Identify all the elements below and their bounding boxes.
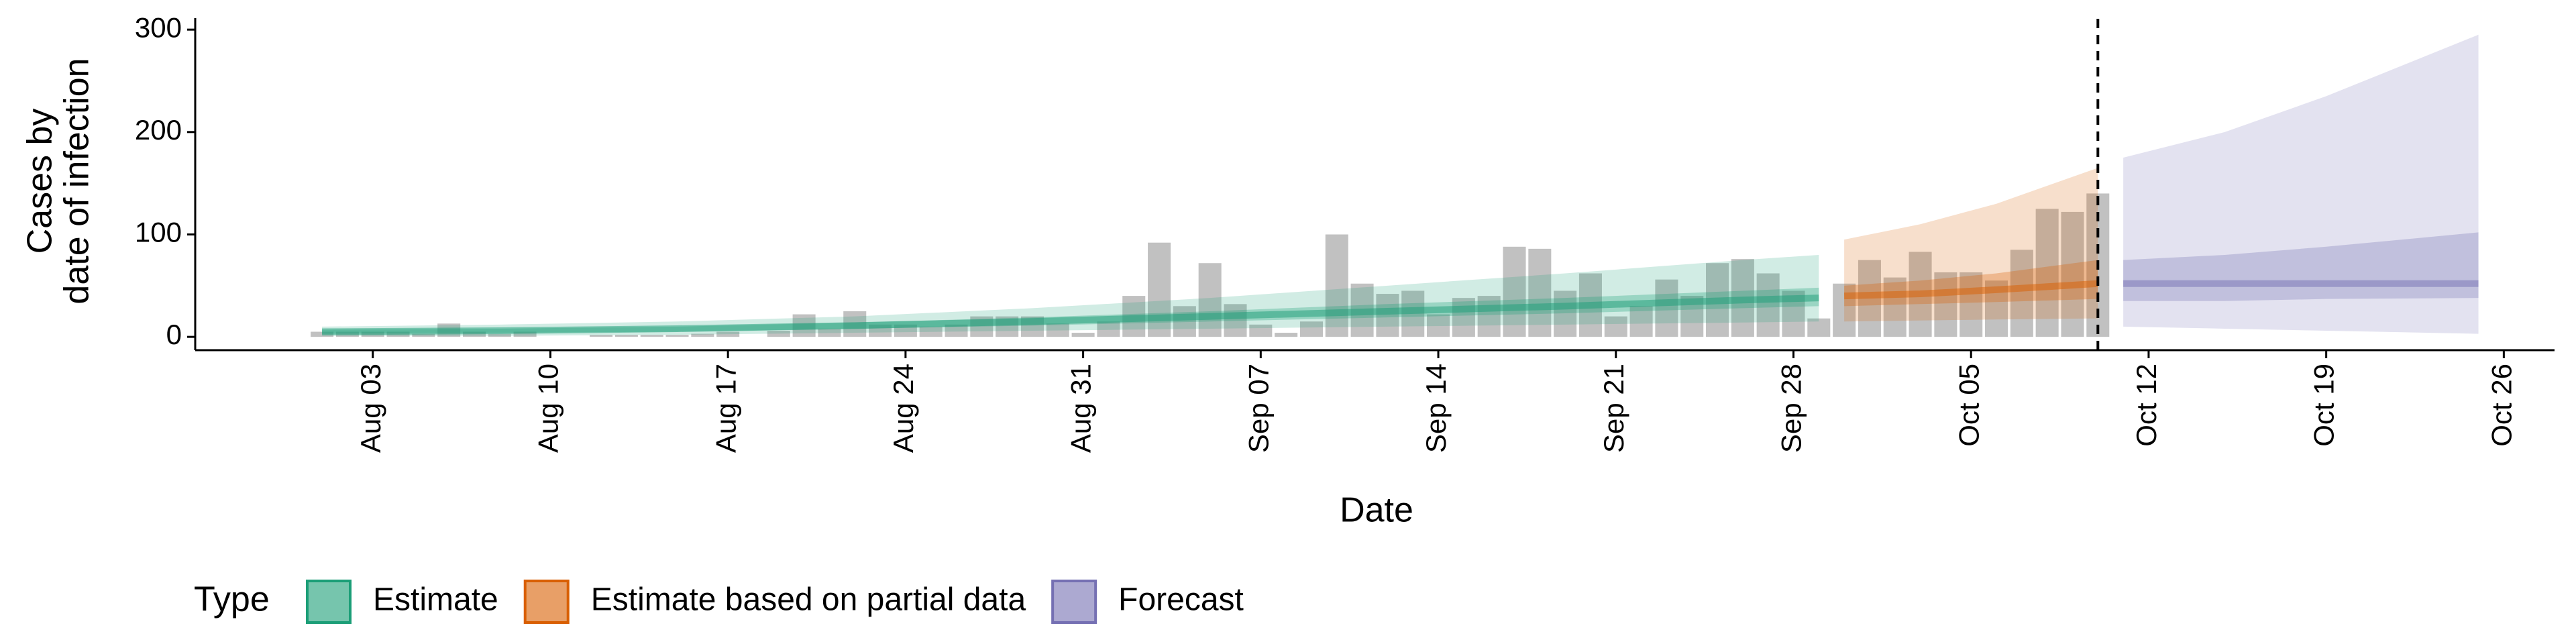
bar (590, 335, 613, 337)
bar (1452, 298, 1475, 337)
bar (640, 335, 663, 337)
x-tick-label: Oct 05 (1953, 364, 1984, 447)
x-axis-title: Date (1340, 491, 1413, 530)
bar (1629, 306, 1653, 337)
legend-label: Estimate (373, 582, 498, 618)
bar (412, 333, 435, 337)
bar (1046, 323, 1069, 337)
x-tick-label: Sep 28 (1776, 364, 1807, 453)
bar (1299, 321, 1323, 337)
bar (513, 331, 537, 337)
legend-title: Type (194, 580, 270, 619)
bar (1275, 333, 1298, 337)
bar (1528, 248, 1552, 337)
bar (1249, 324, 1273, 337)
bar (311, 331, 334, 337)
bar (1071, 333, 1095, 337)
bar (1883, 277, 1907, 337)
bar (1477, 296, 1501, 337)
bar (1960, 272, 1983, 337)
bar (1198, 263, 1222, 337)
ribbon (322, 255, 1819, 336)
y-tick-label: 200 (135, 114, 182, 146)
x-tick-label: Aug 10 (533, 364, 564, 453)
bar (1756, 273, 1780, 337)
bar (1224, 304, 1247, 337)
bar (1376, 294, 1399, 337)
x-tick-label: Oct 26 (2485, 364, 2517, 447)
bar (716, 331, 740, 337)
y-tick-label: 100 (135, 217, 182, 248)
bar (1173, 306, 1196, 337)
median-line (1843, 280, 2098, 300)
x-tick-label: Aug 03 (355, 364, 386, 453)
legend-key (1051, 580, 1097, 624)
bar (2035, 209, 2059, 337)
median-line (322, 294, 1819, 335)
y-tick-label: 0 (166, 319, 182, 350)
bar (2061, 211, 2084, 337)
x-tick-label: Sep 07 (1242, 364, 1274, 453)
y-axis-title: date of infection (58, 58, 97, 304)
bar (1604, 316, 1627, 337)
legend-label: Estimate based on partial data (591, 582, 1026, 618)
bar (767, 330, 790, 337)
x-tick-label: Aug 31 (1065, 364, 1097, 453)
bar (1503, 246, 1526, 337)
legend-label: Forecast (1118, 582, 1244, 618)
y-tick-label: 300 (135, 11, 182, 43)
bar (1325, 234, 1348, 337)
legend-key (523, 580, 570, 624)
ribbon (2123, 34, 2479, 334)
x-tick-label: Oct 19 (2308, 364, 2340, 447)
x-tick-label: Aug 24 (888, 364, 919, 453)
bar (1807, 318, 1831, 337)
bar (1655, 279, 1678, 337)
bar (691, 333, 714, 337)
bar (2010, 250, 2033, 337)
bar (945, 324, 968, 337)
ribbon (1844, 168, 2098, 322)
x-tick-label: Sep 14 (1420, 364, 1452, 453)
bar (919, 326, 943, 337)
bar (1097, 321, 1120, 337)
y-axis-title: Cases by (21, 109, 60, 254)
x-tick-label: Oct 12 (2131, 364, 2162, 447)
bar (462, 331, 486, 337)
bar (818, 328, 841, 337)
legend-key (306, 580, 352, 624)
x-tick-label: Aug 17 (710, 364, 741, 453)
bar (1427, 314, 1450, 337)
bar (1934, 272, 1957, 337)
bar (1554, 290, 1577, 337)
bar (488, 333, 511, 337)
bar (665, 335, 689, 337)
x-tick-label: Sep 21 (1598, 364, 1629, 453)
bar (614, 335, 638, 337)
